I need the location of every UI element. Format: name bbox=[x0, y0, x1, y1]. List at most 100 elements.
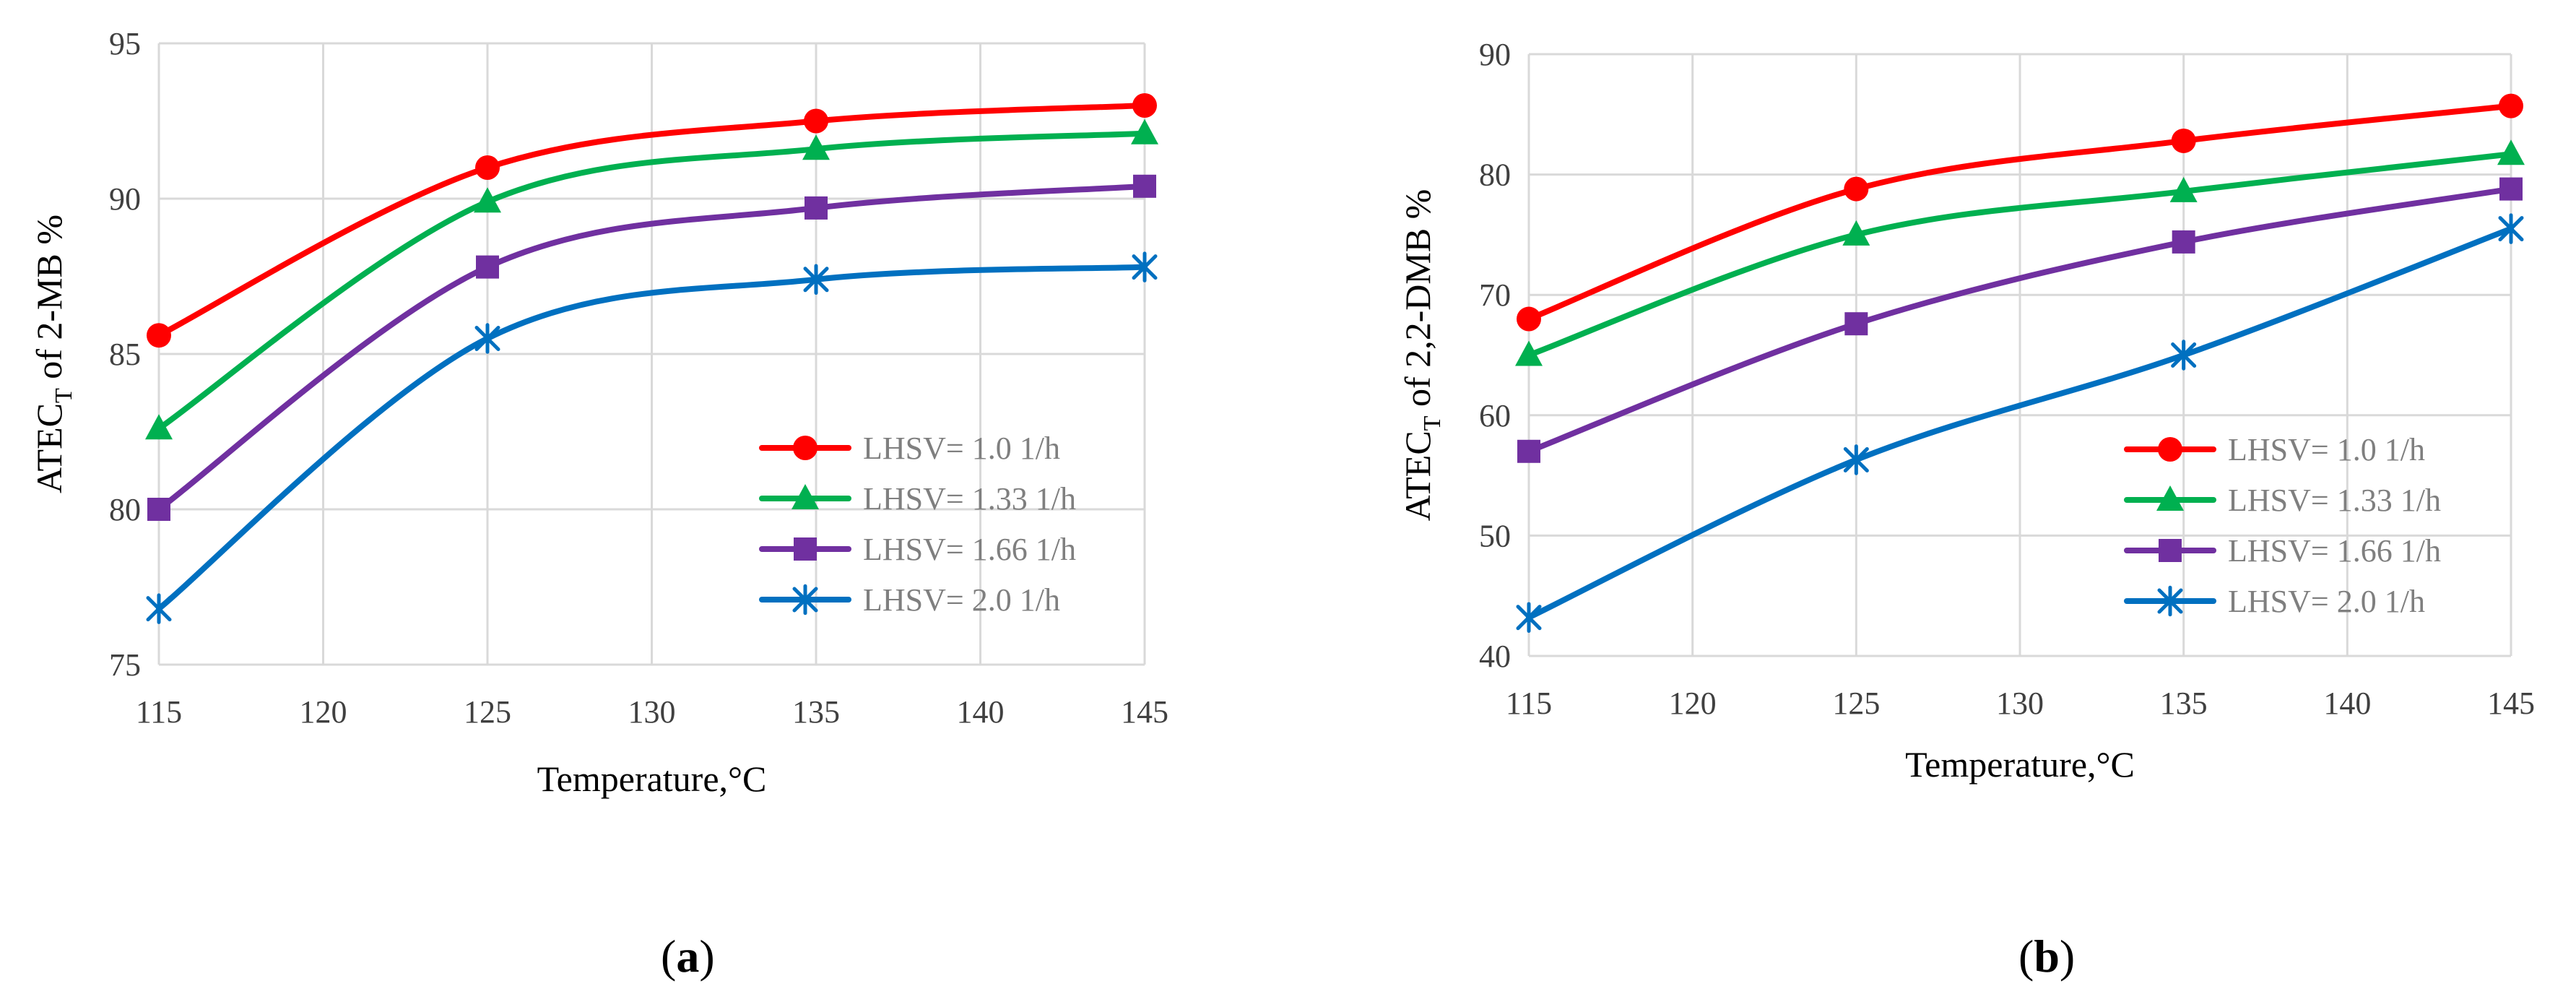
x-tick-label-a: 125 bbox=[464, 694, 511, 730]
data-point-a-0-0 bbox=[147, 323, 171, 348]
legend-marker-b-1 bbox=[2156, 485, 2184, 511]
data-point-b-0-0 bbox=[1517, 306, 1541, 332]
y-axis-title-a: ATECT of 2-MB % bbox=[29, 215, 77, 493]
data-point-b-0-3 bbox=[2499, 93, 2523, 118]
series-line-a-3 bbox=[156, 264, 1148, 612]
data-point-b-1-0 bbox=[1515, 340, 1543, 366]
y-tick-label-b: 90 bbox=[1479, 37, 1511, 72]
series-line-b-1 bbox=[1526, 151, 2514, 358]
y-tick-label-b: 40 bbox=[1479, 639, 1511, 674]
data-point-a-0-3 bbox=[1132, 93, 1157, 118]
legend-marker-b-3 bbox=[2157, 585, 2183, 617]
panel-label-b: (b) bbox=[2018, 930, 2075, 982]
data-point-a-2-3 bbox=[1133, 174, 1156, 198]
y-tick-label-a: 90 bbox=[109, 181, 141, 217]
data-point-b-0-2 bbox=[2171, 128, 2196, 153]
y-tick-label-a: 75 bbox=[109, 647, 141, 683]
data-point-b-1-2 bbox=[2169, 176, 2198, 202]
panel-label-close-a: ) bbox=[699, 930, 714, 982]
data-point-b-2-0 bbox=[1517, 439, 1540, 463]
x-tick-label-a: 130 bbox=[628, 694, 676, 730]
x-tick-label-b: 145 bbox=[2487, 686, 2535, 721]
data-point-a-2-1 bbox=[476, 255, 499, 279]
series-line-b-2 bbox=[1526, 186, 2514, 454]
panel-label-letter-b: b bbox=[2034, 930, 2060, 982]
data-point-b-2-3 bbox=[2499, 177, 2523, 201]
x-tick-label-b: 140 bbox=[2323, 686, 2371, 721]
y-axis-title-sub-b: T bbox=[1419, 415, 1446, 431]
panel-label-close-b: ) bbox=[2060, 930, 2075, 982]
legend-marker-a-0 bbox=[793, 436, 818, 460]
legend-label-b-0: LHSV= 1.0 1/h bbox=[2228, 432, 2425, 467]
data-point-a-2-2 bbox=[805, 196, 828, 220]
x-tick-label-a: 115 bbox=[136, 694, 182, 730]
y-axis-title-sub-a: T bbox=[51, 388, 77, 403]
data-point-a-3-0 bbox=[146, 593, 172, 624]
data-point-b-2-2 bbox=[2172, 230, 2195, 254]
x-tick-label-a: 120 bbox=[300, 694, 347, 730]
y-tick-label-b: 80 bbox=[1479, 157, 1511, 193]
panel-label-a: (a) bbox=[661, 930, 715, 982]
data-point-a-1-0 bbox=[145, 414, 173, 440]
legend-label-a-3: LHSV= 2.0 1/h bbox=[863, 582, 1060, 618]
legend-label-a-0: LHSV= 1.0 1/h bbox=[863, 431, 1060, 466]
data-point-b-3-1 bbox=[1843, 444, 1869, 475]
y-axis-title-rest-b: of 2,2-DMB % bbox=[1397, 189, 1438, 416]
x-tick-label-a: 140 bbox=[957, 694, 1005, 730]
x-axis-title-a: Temperature,°C bbox=[537, 759, 767, 799]
x-tick-label-b: 125 bbox=[1832, 686, 1880, 721]
series-line-a-0 bbox=[156, 103, 1148, 339]
legend-marker-a-2 bbox=[794, 537, 817, 561]
data-point-a-0-1 bbox=[475, 155, 500, 180]
y-axis-title-main-a: ATEC bbox=[29, 403, 69, 493]
legend-label-a-1: LHSV= 1.33 1/h bbox=[863, 481, 1076, 517]
x-tick-label-a: 145 bbox=[1121, 694, 1168, 730]
x-axis-title-b: Temperature,°C bbox=[1905, 744, 2135, 785]
legend-label-b-3: LHSV= 2.0 1/h bbox=[2228, 584, 2425, 619]
data-point-a-1-3 bbox=[1131, 118, 1158, 144]
y-axis-title-b: ATECT of 2,2-DMB % bbox=[1397, 189, 1446, 522]
legend-marker-a-3 bbox=[792, 584, 818, 616]
series-line-a-2 bbox=[156, 183, 1148, 512]
data-point-a-1-1 bbox=[474, 187, 501, 213]
chart-panel-b: 115 120 125 130 135 140 145 40 50 60 70 80 90 Tempera… bbox=[1397, 37, 2535, 982]
y-tick-label-a: 80 bbox=[109, 492, 141, 527]
x-tick-label-a: 135 bbox=[792, 694, 840, 730]
y-tick-label-a: 85 bbox=[109, 337, 141, 372]
chart-panel-a: 115 120 125 130 135 140 145 75 80 85 90 95 Temperatu… bbox=[29, 26, 1168, 982]
data-point-a-0-2 bbox=[804, 108, 828, 134]
legend-label-a-2: LHSV= 1.66 1/h bbox=[863, 532, 1076, 567]
data-point-b-3-2 bbox=[2171, 340, 2197, 371]
panel-label-open-a: ( bbox=[661, 930, 676, 982]
y-axis-title-main-b: ATEC bbox=[1397, 431, 1438, 521]
data-point-b-2-1 bbox=[1844, 312, 1868, 336]
series-line-a-1 bbox=[156, 130, 1148, 432]
y-tick-label-b: 60 bbox=[1479, 398, 1511, 433]
legend-label-b-1: LHSV= 1.33 1/h bbox=[2228, 483, 2441, 518]
legend-label-b-2: LHSV= 1.66 1/h bbox=[2228, 533, 2441, 569]
data-point-b-1-3 bbox=[2497, 139, 2525, 165]
data-point-b-1-1 bbox=[1842, 220, 1870, 246]
panel-label-open-b: ( bbox=[2018, 930, 2034, 982]
x-tick-label-b: 130 bbox=[1996, 686, 2044, 721]
data-point-b-3-3 bbox=[2498, 213, 2524, 244]
x-tick-label-b: 120 bbox=[1669, 686, 1717, 721]
x-tick-label-b: 115 bbox=[1506, 686, 1552, 721]
y-tick-label-b: 70 bbox=[1479, 277, 1511, 313]
data-point-a-2-0 bbox=[147, 498, 170, 521]
legend-marker-b-2 bbox=[2159, 539, 2182, 562]
series-line-b-3 bbox=[1526, 225, 2514, 621]
y-tick-label-a: 95 bbox=[109, 26, 141, 61]
data-point-a-1-2 bbox=[802, 134, 830, 160]
y-axis-title-rest-a: of 2-MB % bbox=[29, 215, 69, 388]
series-line-b-0 bbox=[1526, 103, 2514, 322]
legend-marker-a-1 bbox=[792, 484, 819, 509]
data-point-a-3-2 bbox=[803, 264, 829, 295]
data-point-a-3-1 bbox=[474, 323, 500, 354]
panel-label-letter-a: a bbox=[676, 930, 699, 982]
data-point-a-3-3 bbox=[1132, 251, 1158, 282]
data-point-b-0-1 bbox=[1844, 176, 1869, 202]
data-point-b-3-0 bbox=[1516, 602, 1542, 633]
legend-marker-b-0 bbox=[2158, 437, 2182, 462]
